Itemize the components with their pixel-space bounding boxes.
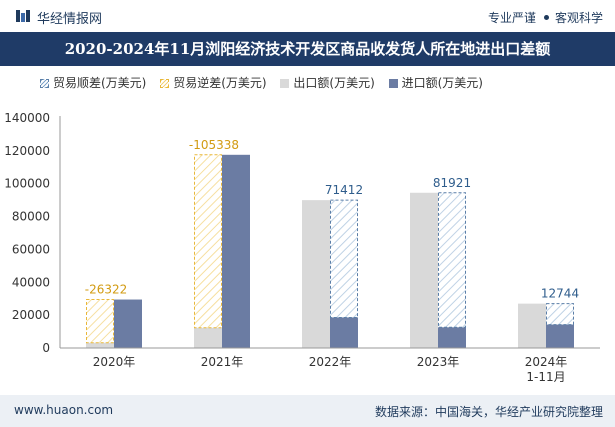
legend-swatch-deficit xyxy=(160,79,170,88)
y-tick-label: 100000 xyxy=(4,177,50,191)
legend-item-deficit[interactable]: 贸易逆差(万美元) xyxy=(160,74,267,91)
chart-legend: 贸易顺差(万美元) 贸易逆差(万美元) 出口额(万美元) 进口额(万美元) xyxy=(40,74,493,91)
y-tick-label: 60000 xyxy=(12,242,50,256)
legend-label-import: 进口额(万美元) xyxy=(401,76,483,90)
y-tick-label: 0 xyxy=(42,341,50,355)
x-tick-label: 2023年 xyxy=(417,355,460,369)
legend-swatch-export xyxy=(280,79,290,88)
y-tick-label: 20000 xyxy=(12,308,50,322)
footer-source: 数据来源：中国海关，华经产业研究院整理 xyxy=(374,405,603,419)
surplus-bar xyxy=(438,192,466,328)
legend-swatch-import xyxy=(388,79,398,88)
tagline: 专业严谨 客观科学 xyxy=(488,9,603,26)
deficit-bar xyxy=(194,154,222,329)
surplus-bar xyxy=(330,199,358,318)
x-tick-label: 1-11月 xyxy=(526,370,565,384)
logo-icon xyxy=(16,10,30,22)
legend-label-surplus: 贸易顺差(万美元) xyxy=(53,76,147,90)
export-bar xyxy=(518,303,546,348)
bars: -26322 -105338 71412 81921 12744 xyxy=(85,138,579,348)
y-axis: 0 20000 40000 60000 80000 100000 120000 140000 xyxy=(4,111,61,355)
import-bar xyxy=(330,317,358,348)
import-bar xyxy=(114,299,142,348)
x-tick-label: 2020年 xyxy=(93,355,136,369)
top-bar: 华经情报网 专业严谨 客观科学 xyxy=(0,0,615,32)
surplus-bar xyxy=(546,303,574,326)
balance-data-label: -105338 xyxy=(189,138,239,152)
balance-data-label: 12744 xyxy=(541,287,579,301)
import-bar xyxy=(546,324,574,348)
chart-title: 2020-2024年11月浏阳经济技术开发区商品收发货人所在地进出口差额 xyxy=(0,32,615,66)
legend-label-export: 出口额(万美元) xyxy=(293,76,375,90)
y-tick-label: 140000 xyxy=(4,111,50,125)
slogan-right: 客观科学 xyxy=(554,11,603,25)
separator-dot-icon xyxy=(543,15,549,20)
export-bar xyxy=(86,342,114,348)
x-tick-label: 2022年 xyxy=(309,355,352,369)
import-bar xyxy=(222,154,250,348)
y-tick-label: 80000 xyxy=(12,210,50,224)
legend-item-export[interactable]: 出口额(万美元) xyxy=(280,74,375,91)
legend-label-deficit: 贸易逆差(万美元) xyxy=(173,76,267,90)
x-axis: 2020年 2021年 2022年 2023年 2024年1-11月 xyxy=(60,347,600,384)
x-tick-label: 2024年 xyxy=(525,355,568,369)
balance-data-label: -26322 xyxy=(85,283,128,297)
balance-data-label: 71412 xyxy=(325,183,363,197)
site-name: 华经情报网 xyxy=(37,12,103,27)
footer-website-link[interactable]: www.huaon.com xyxy=(14,403,114,417)
slogan-left: 专业严谨 xyxy=(487,11,536,25)
deficit-bar xyxy=(86,299,114,344)
import-bar xyxy=(438,327,466,348)
y-tick-label: 40000 xyxy=(12,275,50,289)
export-bar xyxy=(194,327,222,348)
footer: www.huaon.com 数据来源：中国海关，华经产业研究院整理 xyxy=(0,395,615,427)
legend-item-surplus[interactable]: 贸易顺差(万美元) xyxy=(40,74,146,91)
export-bar xyxy=(302,200,330,348)
export-bar xyxy=(410,192,438,348)
balance-data-label: 81921 xyxy=(433,176,471,190)
y-tick-label: 120000 xyxy=(4,144,50,158)
legend-item-import[interactable]: 进口额(万美元) xyxy=(388,74,483,91)
bar-chart: 020000400006000080000100000120000140000 … xyxy=(4,111,600,384)
x-tick-label: 2021年 xyxy=(201,355,244,369)
legend-swatch-surplus xyxy=(40,79,49,88)
